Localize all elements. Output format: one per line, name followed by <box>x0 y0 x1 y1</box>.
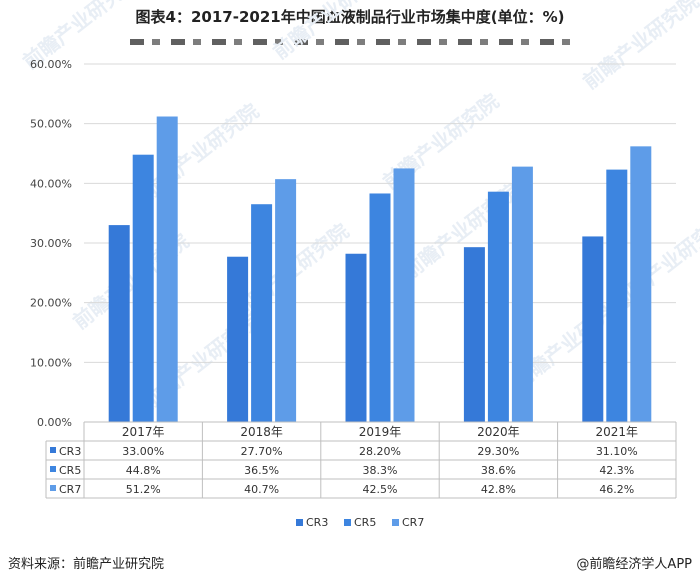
bar-cr7 <box>275 179 297 422</box>
y-tick-label: 50.00% <box>30 118 72 131</box>
legend-label: CR3 <box>306 516 328 529</box>
table-series-label: CR5 <box>59 464 81 477</box>
table-series-label: CR3 <box>59 445 81 458</box>
data-label: 38.3% <box>363 464 398 477</box>
bar-cr3 <box>582 236 604 422</box>
data-label: 28.20% <box>359 445 401 458</box>
bar-cr7 <box>156 116 178 423</box>
data-label: 42.5% <box>363 483 398 496</box>
data-label: 29.30% <box>477 445 519 458</box>
bar-cr3 <box>108 225 130 422</box>
legend-swatch <box>392 519 399 526</box>
table-legend-swatch <box>50 466 56 472</box>
bar-cr5 <box>369 193 391 422</box>
y-tick-label: 10.00% <box>30 356 72 369</box>
legend-label: CR7 <box>402 516 424 529</box>
bar-cr5 <box>606 169 628 422</box>
data-label: 36.5% <box>244 464 279 477</box>
obscured-subtitle-smudge <box>130 39 570 45</box>
data-label: 42.3% <box>599 464 634 477</box>
data-label: 40.7% <box>244 483 279 496</box>
bar-cr3 <box>227 256 249 422</box>
bar-cr5 <box>132 154 154 422</box>
bar-cr3 <box>345 253 367 422</box>
data-label: 44.8% <box>126 464 161 477</box>
legend-swatch <box>296 519 303 526</box>
data-label: 46.2% <box>599 483 634 496</box>
y-tick-label: 60.00% <box>30 58 72 71</box>
x-tick-label: 2018年 <box>240 425 283 439</box>
y-tick-label: 20.00% <box>30 297 72 310</box>
data-label: 42.8% <box>481 483 516 496</box>
bar-cr7 <box>393 168 415 422</box>
x-tick-label: 2019年 <box>359 425 402 439</box>
brand-label: @前瞻经济学人APP <box>576 557 692 572</box>
y-tick-label: 40.00% <box>30 177 72 190</box>
data-label: 33.00% <box>122 445 164 458</box>
bar-cr3 <box>463 247 485 422</box>
x-tick-label: 2017年 <box>122 425 165 439</box>
bar-cr5 <box>251 204 273 422</box>
x-tick-label: 2020年 <box>477 425 520 439</box>
legend-label: CR5 <box>354 516 376 529</box>
data-label: 38.6% <box>481 464 516 477</box>
source-note: 资料来源：前瞻产业研究院 <box>8 557 165 572</box>
table-legend-swatch <box>50 447 56 453</box>
bar-cr5 <box>487 191 509 422</box>
data-label: 31.10% <box>596 445 638 458</box>
watermark-text: 前瞻产业研究院 <box>578 0 700 94</box>
table-series-label: CR7 <box>59 483 81 496</box>
x-tick-label: 2021年 <box>596 425 639 439</box>
chart-title: 图表4：2017-2021年中国血液制品行业市场集中度(单位：%) <box>135 8 565 26</box>
table-legend-swatch <box>50 485 56 491</box>
data-label: 27.70% <box>241 445 283 458</box>
bar-cr7 <box>511 166 533 422</box>
y-tick-label: 30.00% <box>30 237 72 250</box>
data-label: 51.2% <box>126 483 161 496</box>
legend-swatch <box>344 519 351 526</box>
watermark-text: 前瞻产业研究院 <box>268 0 393 64</box>
y-tick-label: 0.00% <box>37 416 72 429</box>
bar-cr7 <box>630 146 652 422</box>
